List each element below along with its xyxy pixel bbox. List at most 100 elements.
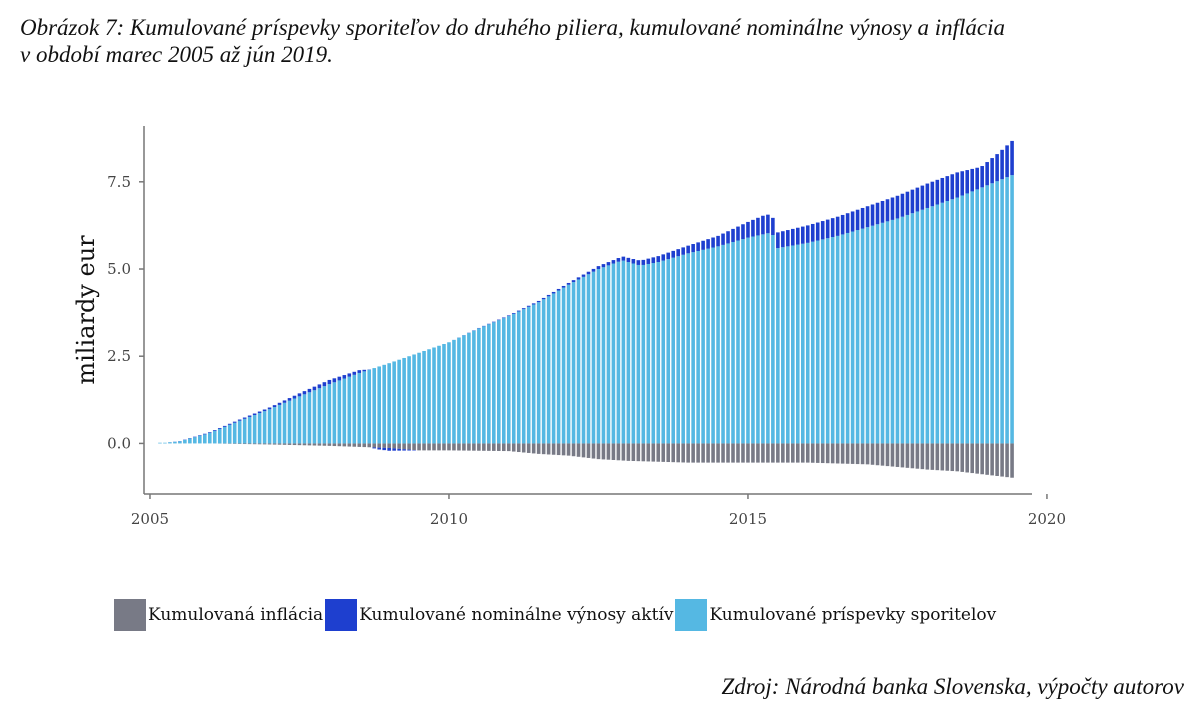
bar-returns [247, 415, 252, 417]
bar-contributions [741, 239, 745, 444]
bar-returns [302, 391, 307, 395]
bar-contributions [975, 189, 979, 444]
bar-inflation [990, 443, 994, 476]
bar-returns [631, 259, 636, 264]
bar-returns [252, 413, 257, 415]
caption-line-1: Obrázok 7: Kumulované príspevky sporiteľ… [20, 15, 1006, 40]
bar-contributions [656, 262, 661, 444]
bar-returns [511, 312, 516, 314]
bar-returns [985, 162, 989, 186]
bar-contributions [442, 344, 446, 444]
bar-contributions [501, 318, 506, 444]
bar-returns [501, 317, 506, 319]
bar-inflation [247, 443, 252, 445]
bar-contributions [367, 369, 372, 444]
legend-item-inflation: Kumulovaná inflácia [114, 599, 323, 631]
bar-contributions [467, 332, 471, 444]
bar-returns [337, 376, 342, 381]
bar-returns [492, 321, 496, 323]
bar-returns [576, 277, 581, 280]
bar-contributions [1010, 175, 1014, 444]
bar-returns [800, 226, 805, 244]
bar-returns [771, 217, 775, 236]
bar-contributions [487, 324, 491, 444]
bar-inflation [945, 443, 950, 471]
bar-contributions [900, 216, 905, 444]
bar-returns [596, 266, 601, 270]
bar-inflation [771, 443, 775, 463]
bar-inflation [631, 443, 636, 462]
bar-contributions [168, 442, 172, 444]
bar-contributions [332, 382, 337, 444]
bar-returns [541, 297, 546, 300]
bar-contributions [865, 227, 870, 444]
bar-returns [641, 259, 646, 265]
bar-contributions [646, 263, 651, 444]
bar-inflation [407, 443, 411, 450]
bar-returns [761, 215, 765, 235]
bar-returns [262, 409, 267, 412]
bar-inflation [885, 443, 890, 467]
bar-returns [546, 294, 551, 297]
bar-contributions [242, 418, 247, 444]
bar-returns [606, 262, 611, 266]
bar-contributions [287, 400, 292, 444]
bar-inflation [895, 443, 900, 467]
bar-returns [407, 449, 411, 451]
bar-contributions [985, 185, 989, 444]
bar-contributions [203, 434, 207, 444]
bar-contributions [397, 359, 401, 444]
bar-returns [965, 170, 970, 194]
bar-returns [940, 177, 945, 203]
bar-inflation [282, 443, 287, 445]
bar-returns [880, 200, 885, 223]
bar-inflation [591, 443, 596, 459]
bar-contributions [536, 302, 541, 444]
bar-inflation [726, 443, 730, 463]
bar-inflation [337, 443, 342, 447]
bar-inflation [706, 443, 710, 463]
bar-returns [357, 370, 362, 373]
bar-returns [875, 202, 880, 225]
bar-returns [242, 417, 247, 419]
bar-inflation [830, 443, 835, 464]
bar-contributions [935, 204, 940, 444]
bar-inflation [611, 443, 616, 460]
bar-contributions [222, 426, 227, 444]
bar-contributions [516, 311, 521, 444]
bar-contributions [825, 238, 830, 444]
x-tick-label: 2010 [430, 510, 468, 528]
bar-inflation [701, 443, 705, 463]
bar-inflation [686, 443, 690, 463]
bar-contributions [217, 428, 222, 444]
bar-returns [975, 167, 979, 190]
bar-inflation [741, 443, 745, 463]
bar-contributions [257, 413, 262, 444]
bar-inflation [427, 443, 431, 451]
bar-inflation [571, 443, 576, 457]
bar-inflation [746, 443, 750, 463]
bar-contributions [621, 260, 626, 444]
legend-swatch-contributions [675, 599, 708, 631]
bar-contributions [850, 231, 855, 444]
bar-contributions [541, 299, 546, 444]
bar-inflation [960, 443, 965, 472]
bar-contributions [691, 252, 695, 444]
bar-returns [890, 197, 895, 220]
bar-inflation [377, 443, 381, 448]
bar-returns [731, 228, 735, 242]
bar-contributions [402, 357, 406, 444]
bar-returns [387, 447, 391, 451]
bar-returns [955, 172, 960, 198]
bar-returns [741, 224, 745, 240]
bar-returns [950, 174, 955, 200]
bar-contributions [920, 209, 925, 444]
bar-contributions [641, 264, 646, 444]
bar-contributions [422, 350, 426, 444]
bar-contributions [183, 439, 187, 444]
bar-returns [198, 435, 202, 436]
axes-group: 0.0 2.5 5.0 7.5 2005 2010 2015 2020 [107, 126, 1066, 528]
bar-returns [621, 256, 626, 261]
bar-returns [870, 204, 875, 226]
bar-inflation [332, 443, 337, 447]
